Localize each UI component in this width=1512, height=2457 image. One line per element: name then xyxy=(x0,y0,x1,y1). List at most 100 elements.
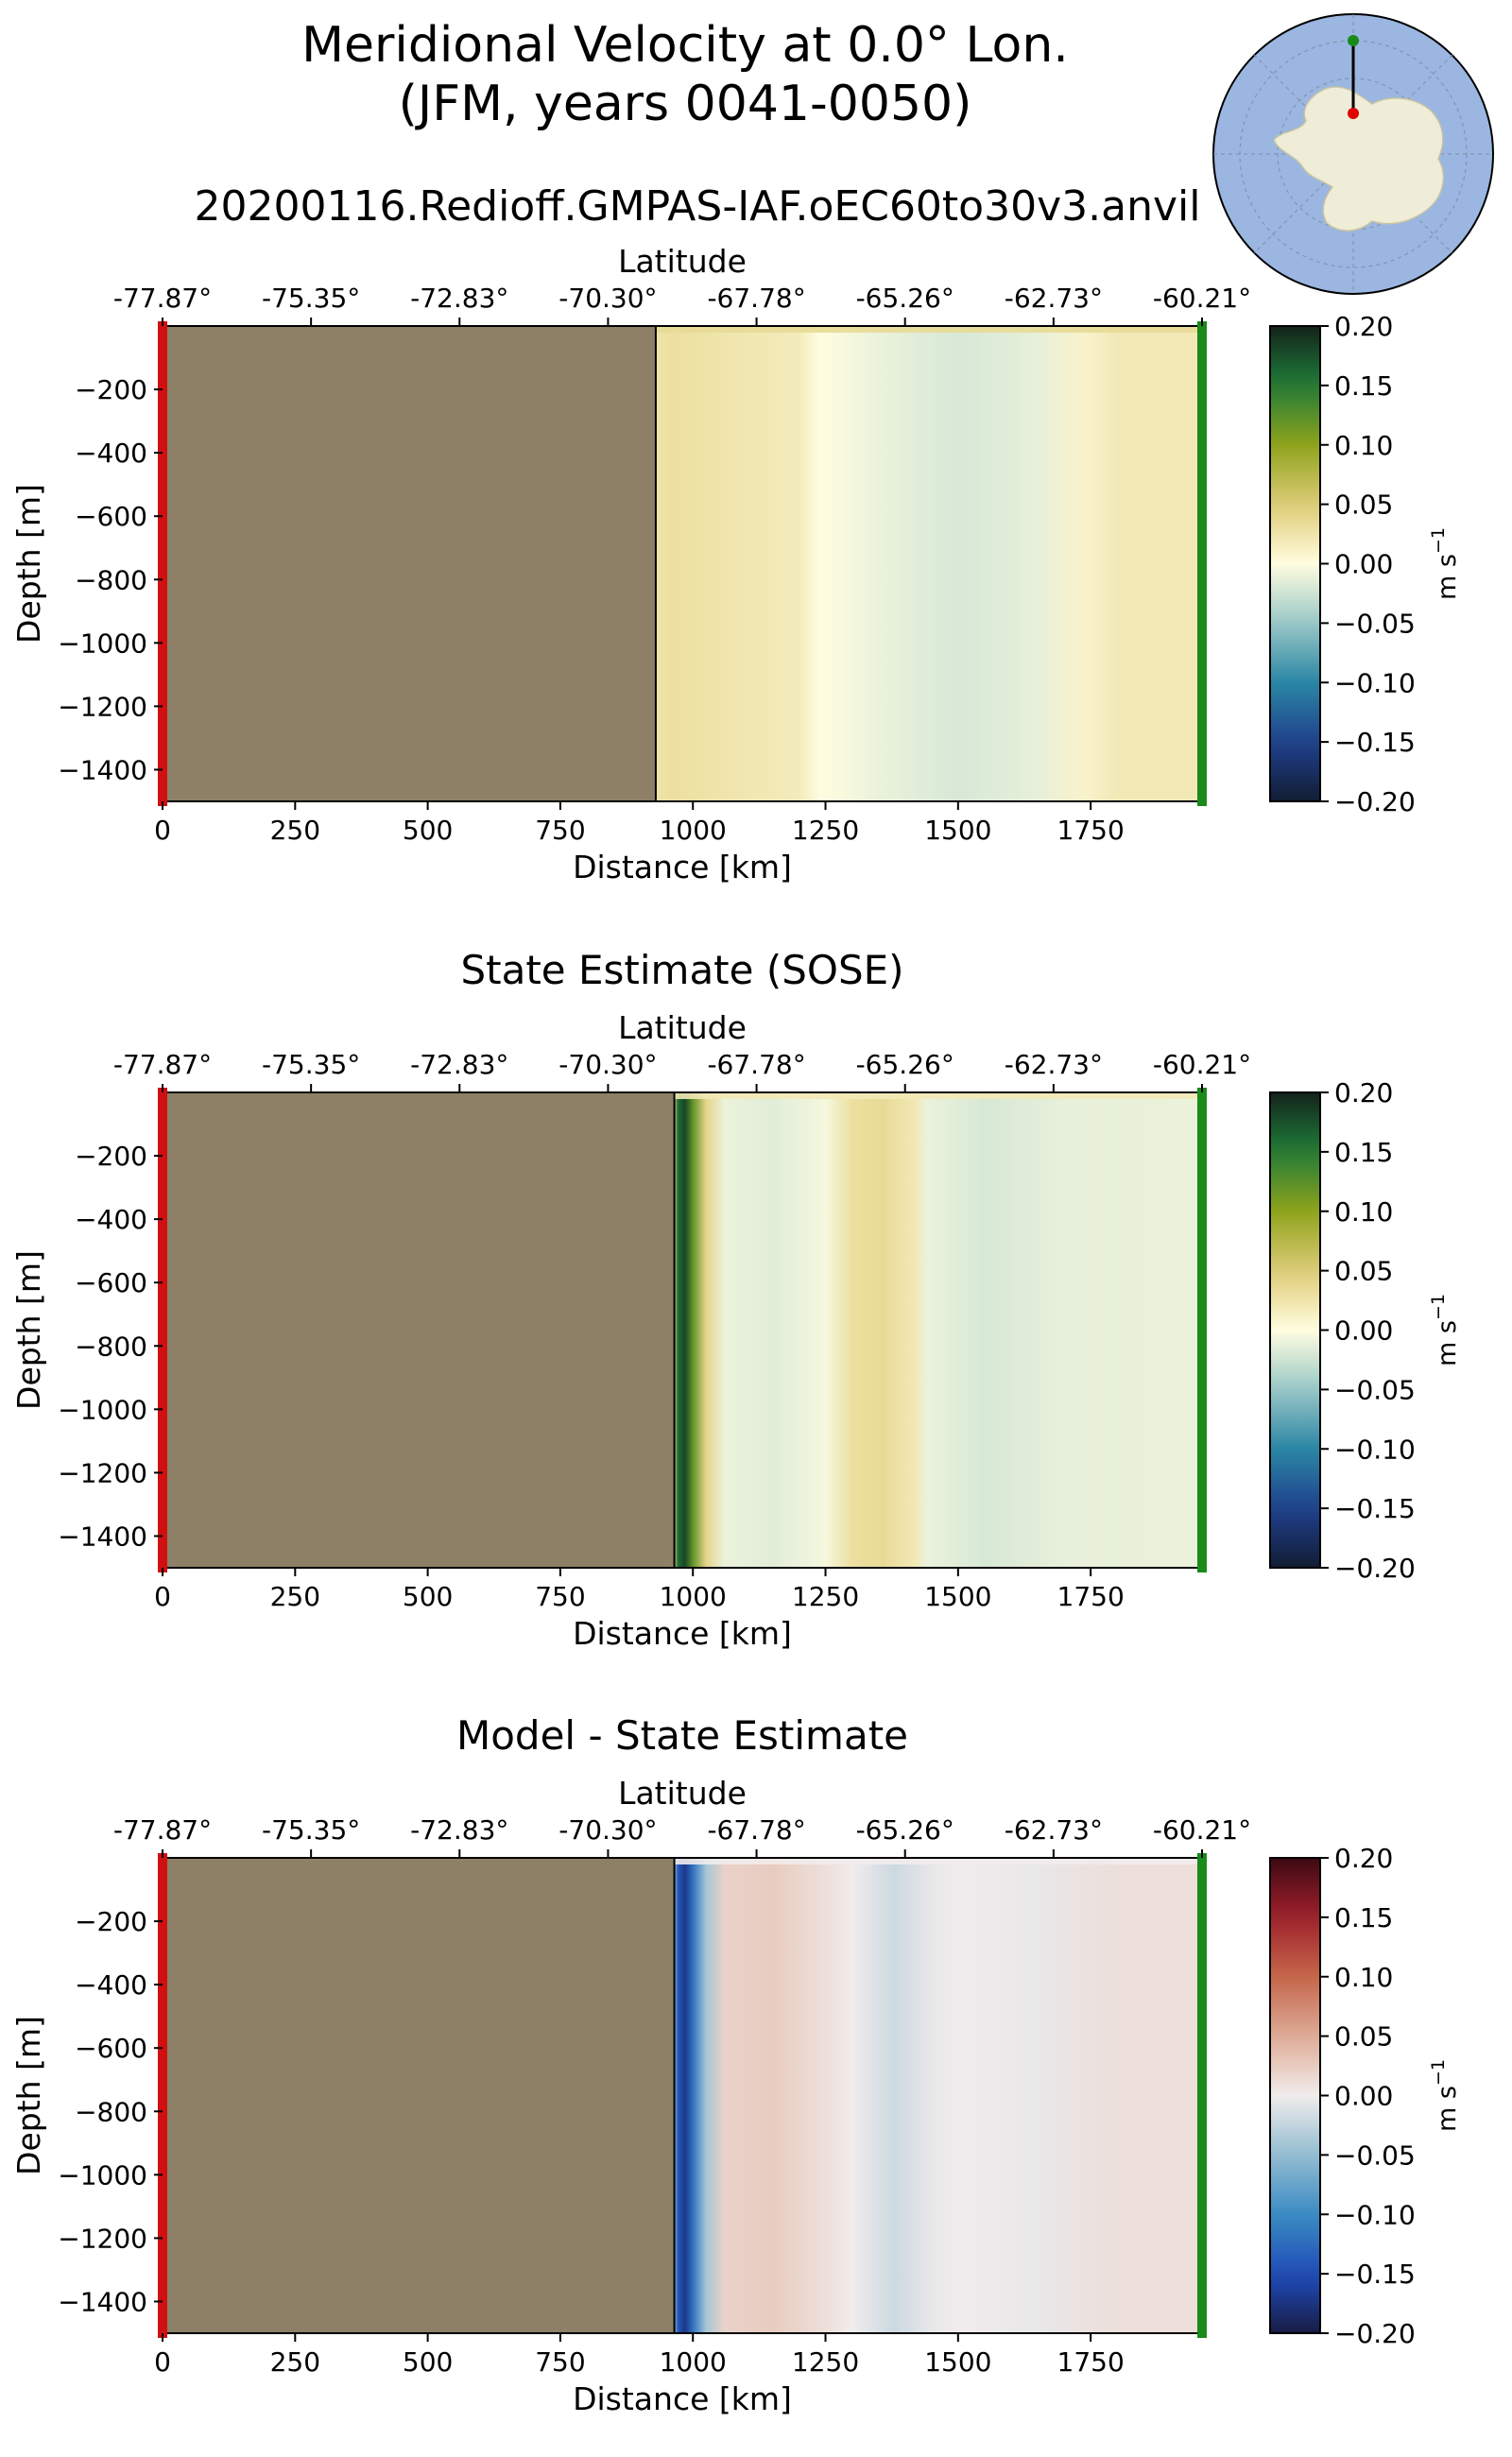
x-tick-label: 0 xyxy=(154,2346,171,2378)
figure-title-line2: (JFM, years 0041-0050) xyxy=(399,76,972,132)
colorbar-tick-label: −0.10 xyxy=(1334,1434,1416,1465)
x-tick-label: 750 xyxy=(535,1581,585,1612)
colorbar-tick-label: 0.15 xyxy=(1334,1137,1393,1168)
latitude-tick-label: -72.83° xyxy=(410,1049,508,1080)
latitude-tick-label: -62.73° xyxy=(1005,283,1103,314)
x-axis-label: Distance [km] xyxy=(573,849,792,885)
latitude-tick-label: -75.35° xyxy=(262,1814,360,1846)
colorbar-tick-label: 0.20 xyxy=(1334,1077,1393,1108)
latitude-tick-label: -62.73° xyxy=(1005,1814,1103,1846)
latitude-tick-label: -67.78° xyxy=(707,1049,805,1080)
latitude-axis-label: Latitude xyxy=(618,1009,747,1046)
colorbar-label-exponent: −1 xyxy=(1428,1294,1449,1320)
y-tick-label: −1400 xyxy=(58,2286,147,2317)
land-mask xyxy=(163,326,656,801)
latitude-tick-label: -72.83° xyxy=(410,283,508,314)
y-tick-label: −1000 xyxy=(58,627,147,659)
colorbar-tick-label: −0.10 xyxy=(1334,2199,1416,2230)
colorbar-tick-label: 0.00 xyxy=(1334,1315,1393,1347)
colorbar-tick-label: −0.15 xyxy=(1334,727,1416,758)
colorbar-tick-label: 0.05 xyxy=(1334,2021,1393,2053)
colorbar-tick-label: 0.15 xyxy=(1334,370,1393,402)
colorbar-tick-label: 0.20 xyxy=(1334,1843,1393,1874)
surface-layer xyxy=(655,326,1202,333)
figure-subtitle: 20200116.Redioff.GMPAS-IAF.oEC60to30v3.a… xyxy=(195,182,1201,231)
latitude-tick-label: -67.78° xyxy=(707,1814,805,1846)
x-tick-label: 1750 xyxy=(1057,2346,1125,2378)
colorbar-label-exponent: −1 xyxy=(1428,527,1449,554)
x-tick-label: 1500 xyxy=(924,815,991,846)
y-tick-label: −400 xyxy=(75,1204,147,1235)
x-tick-label: 1250 xyxy=(792,2346,859,2378)
surface-layer xyxy=(674,1092,1202,1099)
y-tick-label: −1200 xyxy=(58,2223,147,2254)
colorbar-tick-label: 0.15 xyxy=(1334,1902,1393,1933)
panel-3: Model - State Estimate Latitude 0 250 500 750… xyxy=(10,1712,1462,2417)
colorbar xyxy=(1269,325,1321,802)
latitude-tick-label: -70.30° xyxy=(558,283,657,314)
colorbar-tick-label: −0.10 xyxy=(1334,667,1416,698)
antarctica-landmass xyxy=(1273,86,1445,232)
colorbar-label: m s−1 xyxy=(1428,2059,1462,2132)
colorbar-tick-label: −0.05 xyxy=(1334,608,1416,639)
figure-title-line1: Meridional Velocity at 0.0° Lon. xyxy=(301,17,1069,74)
colorbar-label-exponent: −1 xyxy=(1428,2059,1449,2086)
colorbar-tick-label: 0.10 xyxy=(1334,1196,1393,1228)
y-tick-label: −1400 xyxy=(58,754,147,785)
latitude-tick-label: -60.21° xyxy=(1153,1814,1251,1846)
latitude-tick-label: -60.21° xyxy=(1153,1049,1251,1080)
y-tick-label: −1400 xyxy=(58,1521,147,1552)
x-tick-label: 0 xyxy=(154,1581,171,1612)
x-tick-label: 500 xyxy=(403,1581,453,1612)
x-axis-label: Distance [km] xyxy=(573,1615,792,1652)
latitude-tick-label: -75.35° xyxy=(262,1049,360,1080)
antarctica-polar-map xyxy=(1212,13,1494,295)
y-tick-label: −600 xyxy=(75,1267,147,1298)
colorbar-label-units: m s xyxy=(1433,554,1462,600)
y-tick-label: −1000 xyxy=(58,2159,147,2191)
panel-2: State Estimate (SOSE) Latitude 0 250 500 750 1… xyxy=(10,947,1462,1652)
latitude-tick-label: -77.87° xyxy=(113,283,212,314)
section-end-marker xyxy=(1197,321,1207,806)
colorbar-label-units: m s xyxy=(1433,1320,1462,1366)
x-tick-label: 1000 xyxy=(660,815,727,846)
latitude-tick-label: -65.26° xyxy=(856,283,954,314)
panel-title: State Estimate (SOSE) xyxy=(460,947,903,993)
y-tick-label: −200 xyxy=(75,1906,147,1937)
x-tick-label: 1750 xyxy=(1057,1581,1125,1612)
colorbar-tick-label: 0.05 xyxy=(1334,1256,1393,1287)
land-mask xyxy=(163,1092,675,1568)
y-tick-label: −200 xyxy=(75,374,147,405)
latitude-tick-label: -62.73° xyxy=(1005,1049,1103,1080)
y-tick-label: −1200 xyxy=(58,1457,147,1488)
colorbar-tick-label: −0.20 xyxy=(1334,1553,1416,1584)
colorbar xyxy=(1269,1091,1321,1569)
y-tick-label: −800 xyxy=(75,564,147,595)
section-end-marker xyxy=(1197,1853,1207,2338)
colorbar-label: m s−1 xyxy=(1428,1294,1462,1366)
y-tick-label: −1000 xyxy=(58,1394,147,1425)
y-tick-label: −400 xyxy=(75,438,147,469)
section-start-marker xyxy=(158,321,167,806)
land-mask xyxy=(163,1858,675,2333)
x-tick-label: 0 xyxy=(154,815,171,846)
x-tick-label: 1000 xyxy=(660,2346,727,2378)
colorbar-tick-label: 0.00 xyxy=(1334,2081,1393,2112)
colorbar-tick-label: 0.10 xyxy=(1334,430,1393,461)
y-tick-label: −400 xyxy=(75,1969,147,2001)
transect-end-marker xyxy=(1348,35,1359,46)
colorbar-tick-label: −0.20 xyxy=(1334,786,1416,817)
x-tick-label: 1750 xyxy=(1057,815,1125,846)
colorbar xyxy=(1269,1857,1321,2334)
x-tick-label: 750 xyxy=(535,2346,585,2378)
x-tick-label: 1250 xyxy=(792,1581,859,1612)
velocity-field xyxy=(674,1858,1202,2333)
section-end-marker xyxy=(1197,1088,1207,1572)
latitude-axis-label: Latitude xyxy=(618,243,747,280)
y-tick-label: −600 xyxy=(75,501,147,532)
y-tick-label: −200 xyxy=(75,1141,147,1172)
latitude-tick-label: -70.30° xyxy=(558,1814,657,1846)
x-tick-label: 250 xyxy=(270,1581,320,1612)
section-start-marker xyxy=(158,1088,167,1572)
